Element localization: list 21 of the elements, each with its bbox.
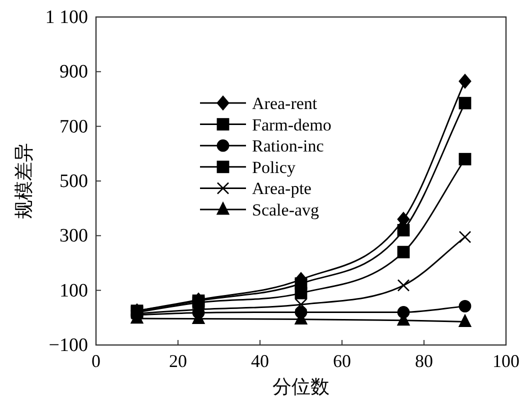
legend-label: Farm-demo: [252, 115, 332, 134]
x-tick-label: 0: [92, 351, 100, 371]
x-tick-label: 20: [169, 351, 187, 371]
legend-label: Policy: [252, 158, 296, 177]
x-tick-label: 60: [333, 351, 351, 371]
legend-label: Area-pte: [252, 179, 312, 198]
y-axis-title: 规模差异: [14, 143, 35, 219]
x-tick-label: 100: [492, 351, 520, 371]
legend-label: Area-rent: [252, 94, 318, 113]
y-tick-label: 900: [60, 62, 88, 83]
y-tick-label: 100: [60, 280, 88, 302]
y-tick-label: 500: [60, 171, 88, 192]
y-tick-label: −100: [48, 335, 88, 356]
legend-label: Scale-avg: [252, 200, 320, 220]
y-tick-label: 700: [60, 116, 88, 138]
x-axis-title: 分位数: [272, 377, 330, 398]
y-tick-label: 300: [60, 226, 88, 247]
legend-label: Ration-inc: [252, 136, 324, 156]
x-tick-label: 40: [251, 351, 269, 371]
y-tick-label: 1 100: [45, 7, 88, 28]
x-tick-label: 80: [415, 351, 433, 371]
